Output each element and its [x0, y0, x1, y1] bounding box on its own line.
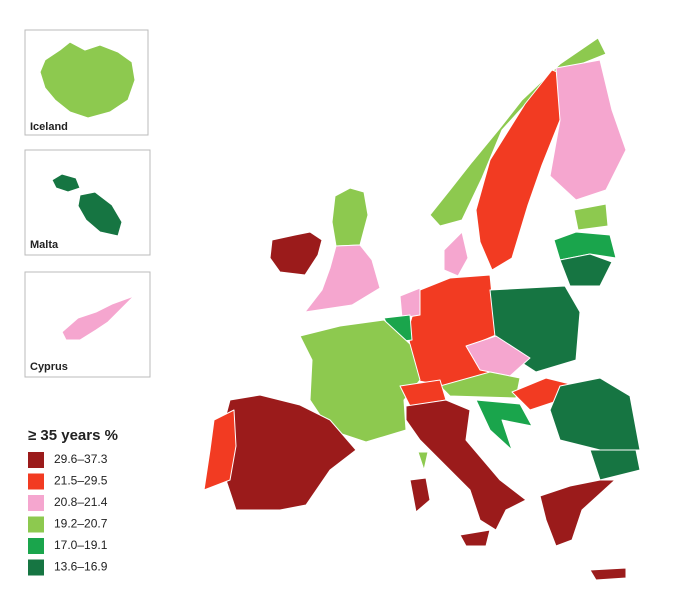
legend-swatch — [28, 452, 44, 468]
inset-label: Cyprus — [30, 361, 68, 373]
inset-label: Iceland — [30, 121, 68, 133]
legend-swatch — [28, 516, 44, 533]
region — [269, 231, 323, 276]
legend-swatch — [28, 473, 44, 490]
legend-label: 21.5–29.5 — [54, 474, 108, 488]
region — [299, 319, 421, 443]
legend-label: 20.8–21.4 — [54, 495, 108, 509]
legend-title: ≥ 35 years % — [28, 427, 118, 444]
region — [573, 203, 609, 231]
region — [203, 409, 237, 491]
region — [539, 479, 616, 547]
region — [439, 371, 521, 399]
region — [61, 295, 135, 341]
region — [51, 173, 81, 193]
region — [405, 399, 527, 531]
legend-label: 19.2–20.7 — [54, 517, 108, 531]
region — [331, 187, 369, 247]
region — [589, 567, 627, 581]
region — [475, 399, 533, 451]
region — [409, 477, 431, 513]
legend-label: 17.0–19.1 — [54, 538, 108, 552]
region — [304, 244, 381, 313]
legend-swatch — [28, 559, 44, 576]
region — [549, 377, 641, 451]
legend-swatch — [28, 538, 44, 554]
region — [465, 335, 531, 377]
region — [459, 529, 491, 547]
inset-label: Malta — [30, 239, 59, 251]
legend-label: 13.6–16.9 — [54, 560, 108, 574]
region — [443, 231, 469, 277]
legend: ≥ 35 years % 29.6–37.3 21.5–29.5 20.8–21.4… — [28, 427, 118, 576]
region — [589, 449, 641, 481]
region — [429, 37, 607, 227]
region — [77, 191, 123, 237]
region — [399, 287, 421, 319]
region — [549, 59, 627, 201]
legend-label: 29.6–37.3 — [54, 452, 108, 466]
region — [475, 69, 569, 271]
region — [559, 253, 613, 287]
europe-map — [203, 37, 641, 581]
legend-swatch — [28, 495, 44, 511]
region — [417, 451, 429, 471]
region — [39, 41, 136, 119]
